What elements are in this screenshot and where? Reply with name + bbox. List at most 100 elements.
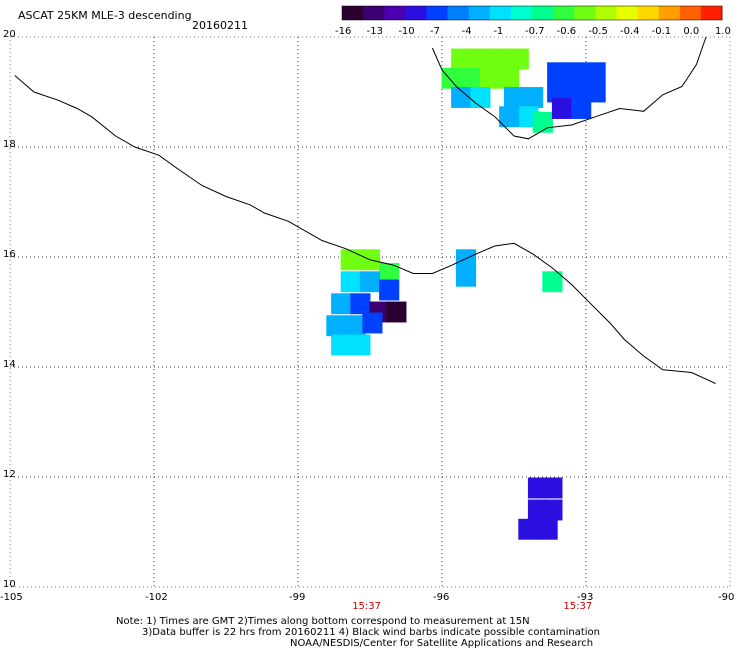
data-cell — [350, 293, 371, 315]
longitude-label: -99 — [289, 592, 306, 603]
data-cell — [455, 265, 477, 287]
colorbar-swatch — [426, 6, 449, 20]
data-cell — [331, 293, 352, 315]
colorbar-swatch — [616, 6, 639, 20]
colorbar-swatch — [679, 6, 702, 20]
data-cell — [532, 111, 553, 133]
colorbar-swatch — [489, 6, 512, 20]
colorbar-label: -16 — [335, 26, 352, 37]
data-cell — [359, 271, 381, 293]
data-cell — [489, 48, 510, 70]
latitude-label: 12 — [3, 469, 16, 480]
data-cell — [566, 62, 587, 84]
colorbar-swatch — [363, 6, 385, 20]
data-cell — [331, 334, 352, 356]
data-cell — [470, 48, 491, 70]
latitude-label: 14 — [3, 359, 16, 370]
data-cell — [455, 249, 477, 271]
data-cell — [537, 518, 558, 540]
data-cell — [379, 263, 400, 284]
colorbar-label: -13 — [366, 26, 383, 37]
data-cells — [326, 48, 606, 540]
data-cell — [547, 62, 568, 84]
time-label: 15:37 — [563, 601, 593, 612]
colorbar-swatch — [405, 6, 427, 20]
data-cell — [441, 67, 462, 89]
data-cell — [451, 48, 472, 70]
data-cell — [499, 67, 520, 89]
longitude-label: -105 — [0, 592, 23, 603]
colorbar-label: -0.4 — [620, 26, 640, 37]
colorbar-label: -1 — [493, 26, 504, 37]
colorbar-swatch — [510, 6, 533, 20]
footer-note-line1: Note: 1) Times are GMT 2)Times along bot… — [116, 616, 530, 627]
colorbar-swatch — [384, 6, 406, 20]
colorbar-swatch — [468, 6, 491, 20]
data-cell — [362, 312, 383, 334]
data-cell — [460, 67, 481, 89]
colorbar-swatch — [637, 6, 660, 20]
colorbar-frame — [341, 5, 723, 21]
longitude-label: -102 — [145, 592, 168, 603]
longitude-label: -96 — [433, 592, 450, 603]
latitude-label: 10 — [3, 579, 16, 590]
map-date: 20160211 — [192, 19, 248, 32]
colorbar-label: 0.0 — [683, 26, 700, 37]
data-cell — [340, 249, 361, 271]
longitude-label: -93 — [577, 592, 594, 603]
data-cell — [379, 279, 400, 301]
colorbar-swatch — [532, 6, 554, 20]
time-label: 15:37 — [352, 601, 382, 612]
data-cell — [542, 499, 563, 521]
data-cell — [542, 477, 563, 499]
data-cell — [470, 87, 491, 108]
data-cell — [508, 48, 529, 70]
colorbar-label: -10 — [398, 26, 415, 37]
data-cell — [518, 518, 539, 540]
colorbar-label: -0.7 — [525, 26, 545, 37]
data-cell — [547, 81, 568, 103]
colorbar-label: -0.5 — [588, 26, 608, 37]
data-cell — [350, 334, 371, 356]
colorbar-swatch — [574, 6, 596, 20]
data-cell — [503, 87, 525, 108]
colorbar-swatch — [342, 6, 364, 20]
data-cell — [386, 301, 407, 323]
gulf-coastline — [431, 36, 707, 140]
colorbar-swatch — [700, 6, 723, 20]
colorbar-label: -0.6 — [556, 26, 577, 37]
colorbar-label: -4 — [461, 26, 472, 37]
data-cell — [585, 62, 606, 84]
colorbar-swatch — [595, 6, 617, 20]
coastline — [14, 36, 716, 384]
colorbar-label: 1.0 — [715, 26, 731, 37]
data-cell — [585, 81, 606, 103]
footer-note-line2: 3)Data buffer is 22 hrs from 20160211 4)… — [142, 627, 600, 638]
map-title: ASCAT 25KM MLE-3 descending — [18, 9, 192, 22]
latitude-label: 16 — [3, 249, 16, 260]
colorbar — [341, 5, 723, 21]
data-cell — [551, 98, 573, 119]
footer-credit: NOAA/NESDIS/Center for Satellite Applica… — [290, 638, 594, 649]
colorbar-label: -7 — [430, 26, 440, 37]
colorbar-swatch — [447, 6, 470, 20]
graticule — [9, 36, 731, 588]
data-cell — [451, 87, 472, 108]
map-frame — [9, 36, 731, 588]
colorbar-swatch — [658, 6, 681, 20]
data-cell — [326, 315, 347, 337]
data-cell — [566, 81, 587, 103]
data-cell — [499, 106, 520, 128]
colorbar-swatch — [553, 6, 575, 20]
data-cell — [340, 271, 361, 293]
data-cell — [571, 98, 592, 119]
pacific-coastline — [14, 75, 716, 384]
colorbar-label: -0.1 — [651, 26, 672, 37]
latitude-label: 18 — [3, 139, 16, 150]
latitude-label: 20 — [3, 29, 16, 40]
longitude-label: -90 — [718, 592, 735, 603]
data-cell — [345, 315, 366, 337]
data-cell — [542, 271, 563, 293]
